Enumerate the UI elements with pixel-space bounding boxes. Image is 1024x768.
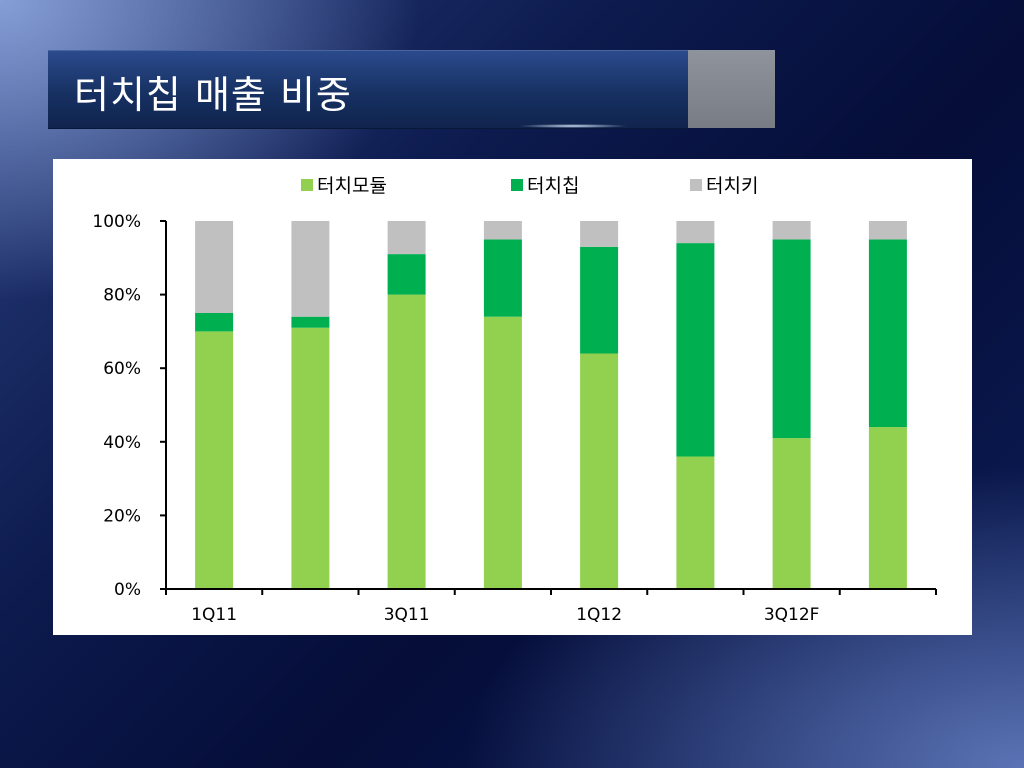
legend-label: 터치칩: [527, 175, 579, 197]
bar-segment-3-1q11: [195, 221, 234, 313]
x-tick-label: 1Q11: [191, 605, 237, 625]
bar-segment-2-2q12: [676, 243, 715, 457]
legend-swatch: [511, 179, 523, 191]
title-bar: 터치칩 매출 비중: [48, 50, 688, 129]
bar-segment-2-3q11: [387, 254, 426, 295]
x-tick-label: 1Q12: [576, 605, 622, 625]
legend-swatch: [690, 179, 702, 191]
legend-label: 터치모듈: [317, 175, 387, 197]
bar-segment-1-3q11: [387, 294, 426, 589]
y-tick-label: 80%: [103, 286, 141, 306]
bar-segment-3-1q12: [580, 221, 619, 247]
chart-axes: [165, 221, 936, 590]
title-accent-square: [688, 50, 775, 128]
bar-segment-2-2q11: [291, 316, 330, 328]
y-tick-label: 60%: [103, 359, 141, 379]
stacked-bar-chart: 터치모듈 터치칩 터치키 0%20%40%60%80%100% 1Q11 3Q11 1Q…: [92, 175, 937, 625]
bar-segment-1-4q11: [483, 316, 522, 589]
chart-legend: 터치모듈 터치칩 터치키: [301, 175, 758, 197]
bar-segment-1-1q12: [580, 353, 619, 589]
bar-segment-1-4q12f: [868, 427, 907, 589]
bar-segment-3-3q11: [387, 221, 426, 255]
y-tick-label: 100%: [92, 212, 141, 232]
bar-segment-1-3q12f: [772, 438, 811, 589]
bar-segment-3-4q12f: [868, 221, 907, 240]
x-tick-label: 3Q12F: [764, 605, 820, 625]
bar-segment-2-3q12f: [772, 239, 811, 439]
bar-segment-2-4q12f: [868, 239, 907, 428]
bar-segment-1-2q12: [676, 456, 715, 589]
y-tick-label: 0%: [114, 580, 141, 600]
y-tick-label: 20%: [103, 506, 141, 526]
chart-bars: [195, 221, 907, 589]
bar-segment-1-2q11: [291, 327, 330, 589]
bar-segment-1-1q11: [195, 331, 234, 589]
bar-segment-3-3q12f: [772, 221, 811, 240]
y-axis-ticks: 0% 20% 40% 60% 80% 100%: [92, 212, 166, 600]
y-tick-label: 40%: [103, 433, 141, 453]
x-axis-ticks: 1Q11 3Q11 1Q12 3Q12F: [165, 589, 937, 625]
legend-label: 터치키: [706, 175, 758, 197]
x-tick-label: 3Q11: [384, 605, 430, 625]
bar-segment-3-2q11: [291, 221, 330, 317]
chart-panel: 터치모듈 터치칩 터치키 0% 20% 40% 60% 80% 100% 1Q11 3Q11 1Q…: [53, 159, 972, 635]
bar-segment-2-1q11: [195, 313, 234, 332]
bar-segment-3-2q12: [676, 221, 715, 244]
legend-swatch: [301, 179, 313, 191]
slide-title: 터치칩 매출 비중: [74, 73, 352, 117]
bar-segment-3-4q11: [483, 221, 522, 240]
bar-segment-2-1q12: [580, 246, 619, 354]
title-bar-glow: [518, 124, 628, 128]
bar-segment-2-4q11: [483, 239, 522, 317]
